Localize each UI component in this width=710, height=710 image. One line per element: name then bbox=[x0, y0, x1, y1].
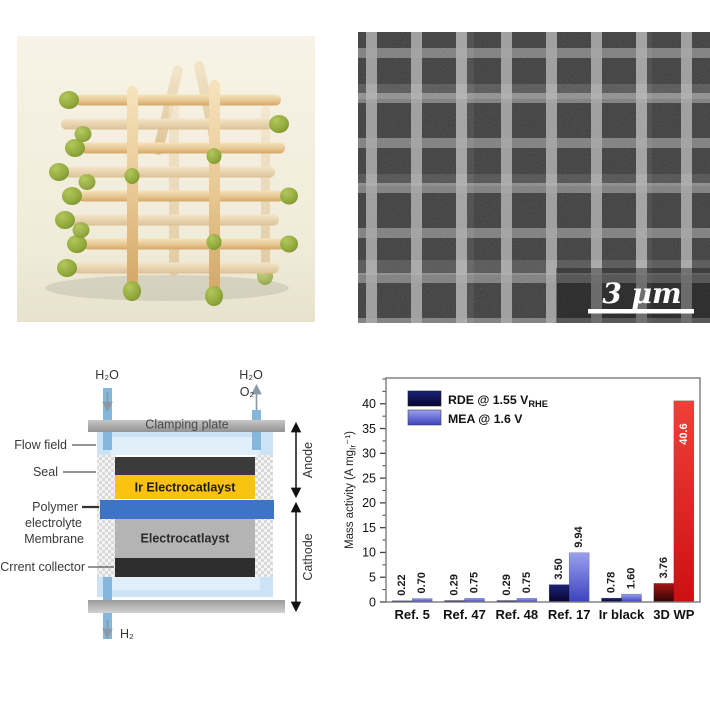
ir-electrocatalyst-label: Ir Electrocatlayst bbox=[135, 481, 237, 495]
cathode-label: Cathode bbox=[301, 533, 315, 580]
hydrogen-out-label: H₂ bbox=[120, 627, 134, 641]
flow-field-label: Flow field bbox=[14, 438, 67, 452]
bar-rde-4 bbox=[548, 584, 570, 603]
bar-value-label: 9.94 bbox=[573, 525, 585, 547]
bar-value-label: 0.78 bbox=[606, 572, 618, 593]
sem-grain-overlay bbox=[358, 32, 710, 323]
bar-value-label: 3.76 bbox=[658, 557, 670, 578]
bar-mea-4 bbox=[568, 552, 590, 603]
y-axis-label: Mass activity (A mgIr⁻¹) bbox=[344, 431, 358, 549]
y-tick-label: 20 bbox=[362, 496, 376, 510]
bar-value-label: 3.50 bbox=[553, 558, 565, 579]
diagram-canvas: Clamping plate Ir Electrocatlayst Electr… bbox=[0, 368, 315, 641]
flow-field-top-inner bbox=[110, 437, 260, 455]
water-in-label: H₂O bbox=[95, 368, 119, 382]
legend-rde-swatch bbox=[407, 390, 442, 407]
current-collector-label: Crrent collector bbox=[0, 560, 85, 574]
ir-electrocatalyst-layer bbox=[115, 475, 255, 499]
x-tick-label: Ir black bbox=[599, 607, 645, 622]
chart-canvas: 0 5 10 15 20 25 30 35 40 0.22 0.70 0.29 0.75 0.29 0.7… bbox=[344, 377, 701, 622]
bar-value-label: 0.70 bbox=[416, 572, 428, 593]
electrocatalyst-layer bbox=[115, 519, 255, 558]
bar-value-label: 0.22 bbox=[396, 574, 408, 595]
chart-bars: 0.22 0.70 0.29 0.75 0.29 0.75 3.50 9.94 0.78 1.60… bbox=[391, 400, 695, 603]
sem-scalebar-backdrop bbox=[556, 268, 710, 323]
clamping-plate-label: Clamping plate bbox=[145, 418, 228, 432]
water-inlet-tube bbox=[103, 388, 112, 450]
electrode-span-arrows: Anode Cathode bbox=[290, 421, 315, 613]
membrane-label-2: electrolyte bbox=[25, 516, 82, 530]
legend-mea-swatch bbox=[407, 409, 442, 426]
bar-value-label: 40.6 bbox=[678, 423, 690, 444]
y-tick-label: 40 bbox=[362, 397, 376, 411]
y-tick-label: 10 bbox=[362, 546, 376, 560]
y-tick-label: 0 bbox=[369, 595, 376, 609]
x-tick-label: 3D WP bbox=[653, 607, 695, 622]
water-out-label: H₂O bbox=[239, 368, 263, 382]
front-vertical-matches bbox=[123, 80, 223, 306]
flow-field-bottom-inner bbox=[110, 577, 260, 590]
bar-value-label: 0.75 bbox=[469, 572, 481, 593]
bar-rde-6 bbox=[653, 583, 675, 603]
x-tick-label: Ref. 17 bbox=[548, 607, 591, 622]
mass-activity-chart: 0 5 10 15 20 25 30 35 40 0.22 0.70 0.29 0.75 0.29 0.7… bbox=[340, 360, 710, 660]
photo-shadow bbox=[45, 275, 289, 301]
x-axis-labels: Ref. 5 Ref. 47 Ref. 48 Ref. 17 Ir black 3D WP bbox=[394, 607, 694, 622]
membrane-label-1: Polymer bbox=[32, 500, 78, 514]
sem-canvas: 3 μm bbox=[358, 32, 710, 323]
current-collector-bottom bbox=[115, 558, 255, 577]
membrane-layer bbox=[100, 500, 274, 519]
matchstick-photo-canvas bbox=[17, 36, 315, 322]
y-tick-label: 5 bbox=[369, 571, 376, 585]
sem-scale-bar bbox=[588, 309, 694, 314]
bar-mea-5 bbox=[621, 593, 642, 603]
back-vertical-matches bbox=[169, 94, 273, 285]
current-collector-top bbox=[115, 457, 255, 475]
bar-value-label: 0.29 bbox=[449, 574, 461, 595]
x-tick-label: Ref. 48 bbox=[496, 607, 539, 622]
plot-frame bbox=[385, 377, 701, 603]
matchstick-woodpile-photo bbox=[17, 36, 315, 322]
y-tick-label: 15 bbox=[362, 521, 376, 535]
electrocatalyst-label: Electrocatlayst bbox=[141, 532, 231, 546]
membrane-label-3: Membrane bbox=[24, 532, 84, 546]
seal-label: Seal bbox=[33, 465, 58, 479]
bar-value-label: 1.60 bbox=[626, 568, 638, 589]
oxygen-out-label: O₂ bbox=[240, 385, 255, 399]
sem-scale-label: 3 μm bbox=[602, 277, 681, 310]
anode-label: Anode bbox=[301, 442, 315, 478]
legend-rde-label: RDE @ 1.55 VRHE bbox=[448, 393, 548, 409]
diagram-leader-labels: Flow field Seal Polymer electrolyte Memb… bbox=[0, 438, 114, 574]
sem-micrograph: 3 μm bbox=[358, 32, 710, 323]
legend-mea-label: MEA @ 1.6 V bbox=[448, 412, 523, 426]
bar-value-label: 0.75 bbox=[521, 572, 533, 593]
x-tick-label: Ref. 5 bbox=[394, 607, 429, 622]
y-tick-label: 30 bbox=[362, 447, 376, 461]
clamping-plate-top bbox=[88, 420, 285, 432]
electrolyzer-cell-diagram: Clamping plate Ir Electrocatlayst Electr… bbox=[0, 352, 340, 652]
clamping-plate-bottom bbox=[88, 600, 285, 613]
y-axis-ticks: 0 5 10 15 20 25 30 35 40 bbox=[362, 378, 386, 609]
bar-value-label: 0.29 bbox=[501, 574, 513, 595]
y-tick-label: 35 bbox=[362, 422, 376, 436]
y-tick-label: 25 bbox=[362, 471, 376, 485]
chart-legend: RDE @ 1.55 VRHE MEA @ 1.6 V bbox=[407, 390, 548, 426]
x-tick-label: Ref. 47 bbox=[443, 607, 486, 622]
